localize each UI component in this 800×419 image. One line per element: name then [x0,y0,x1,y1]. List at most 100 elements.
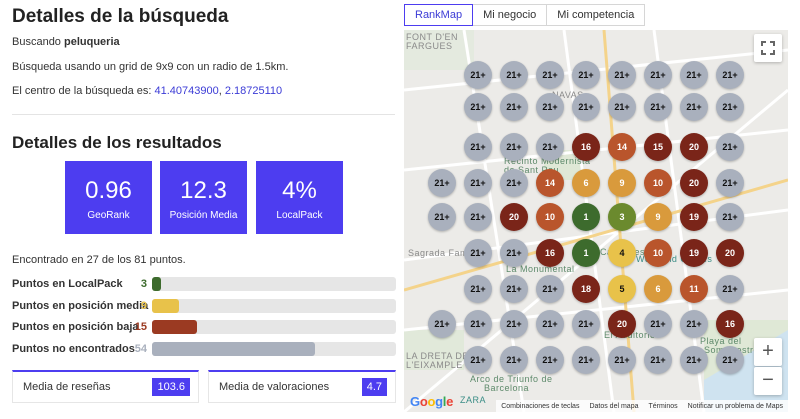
rank-pin[interactable]: 20 [680,169,708,197]
rank-pin[interactable]: 21+ [608,93,636,121]
fullscreen-button[interactable] [754,34,782,62]
rank-pin[interactable]: 21+ [500,133,528,161]
rank-pin[interactable]: 21+ [608,61,636,89]
rank-pin[interactable]: 21+ [536,310,564,338]
rank-pin[interactable]: 21+ [716,275,744,303]
rank-pin[interactable]: 21+ [644,93,672,121]
map-label-playa: Playa del [700,336,742,346]
tab-mi-negocio[interactable]: Mi negocio [472,4,548,26]
rank-pin[interactable]: 21+ [716,61,744,89]
zoom-out-button[interactable]: − [754,367,782,395]
rank-pin[interactable]: 10 [644,169,672,197]
rank-pin[interactable]: 10 [644,239,672,267]
rank-pin[interactable]: 21+ [464,239,492,267]
rank-pin[interactable]: 21+ [572,61,600,89]
rank-pin[interactable]: 21+ [608,346,636,374]
rank-pin[interactable]: 21+ [572,346,600,374]
search-keyword: peluqueria [64,36,120,48]
rank-pin[interactable]: 21+ [500,169,528,197]
rank-pin[interactable]: 15 [644,133,672,161]
rank-pin[interactable]: 21+ [572,310,600,338]
zoom-in-button[interactable]: + [754,338,782,366]
rank-pin[interactable]: 19 [680,239,708,267]
rank-pin[interactable]: 21+ [644,346,672,374]
rank-pin[interactable]: 21+ [428,203,456,231]
rank-pin[interactable]: 4 [608,239,636,267]
report-problem-link[interactable]: Notificar un problema de Maps [687,402,783,410]
rank-pin[interactable]: 10 [536,203,564,231]
rank-pin[interactable]: 21+ [644,310,672,338]
map-label-navas: NAVAS [552,90,584,100]
terms-link[interactable]: Términos [648,402,678,410]
rank-pin[interactable]: 21+ [680,346,708,374]
rank-pin[interactable]: 9 [644,203,672,231]
rank-pin[interactable]: 20 [500,203,528,231]
rank-pin[interactable]: 21+ [536,133,564,161]
rank-pin[interactable]: 21+ [464,275,492,303]
rank-pin[interactable]: 6 [572,169,600,197]
georank-label: GeoRank [87,210,130,221]
rank-pin[interactable]: 21+ [716,133,744,161]
rank-pin[interactable]: 5 [608,275,636,303]
rank-pin[interactable]: 21+ [680,310,708,338]
map-label-arco: Arco de Triunfo de [470,374,553,384]
rank-pin[interactable]: 21+ [464,203,492,231]
rank-pin[interactable]: 16 [536,239,564,267]
rank-pin[interactable]: 21+ [644,61,672,89]
rank-pin[interactable]: 20 [716,239,744,267]
rank-pin[interactable]: 9 [608,169,636,197]
rank-pin[interactable]: 21+ [428,169,456,197]
rank-pin[interactable]: 1 [572,239,600,267]
rank-map[interactable]: FONT D'EN FARGUES NAVAS Recinto Modernis… [404,30,788,412]
rank-pin[interactable]: 21+ [500,346,528,374]
rank-pin[interactable]: 21+ [464,346,492,374]
rank-pin[interactable]: 18 [572,275,600,303]
rank-pin[interactable]: 21+ [428,310,456,338]
rank-pin[interactable]: 21+ [464,169,492,197]
rank-pin[interactable]: 21+ [680,61,708,89]
reviews-value: 103.6 [152,378,190,396]
rank-pin[interactable]: 21+ [500,310,528,338]
map-label-sant-pau: de Sant Pau [504,165,560,175]
center-lng-link[interactable]: 2.18725110 [224,85,283,97]
rank-pin[interactable]: 21+ [716,93,744,121]
bar-fill [152,320,197,334]
keyboard-shortcuts-link[interactable]: Combinaciones de teclas [501,402,580,410]
rank-pin[interactable]: 21+ [536,346,564,374]
rank-pin[interactable]: 14 [536,169,564,197]
rank-pin[interactable]: 11 [680,275,708,303]
center-lat-link[interactable]: 41.40743900 [154,85,219,97]
rank-pin[interactable]: 16 [716,310,744,338]
rank-pin[interactable]: 21+ [464,310,492,338]
rank-pin[interactable]: 21+ [464,133,492,161]
rank-pin[interactable]: 21+ [716,169,744,197]
rank-pin[interactable]: 21+ [500,61,528,89]
rank-pin[interactable]: 21+ [500,93,528,121]
rank-pin[interactable]: 21+ [716,203,744,231]
found-summary: Encontrado en 27 de los 81 puntos. [12,254,186,266]
rank-pin[interactable]: 6 [644,275,672,303]
bar-row-1: Puntos en posición media 9 [12,299,396,313]
rank-pin[interactable]: 21+ [680,93,708,121]
rank-pin[interactable]: 19 [680,203,708,231]
rank-pin[interactable]: 21+ [572,93,600,121]
rank-pin[interactable]: 16 [572,133,600,161]
rank-pin[interactable]: 1 [572,203,600,231]
rank-pin[interactable]: 21+ [536,275,564,303]
tab-mi-competencia[interactable]: Mi competencia [546,4,646,26]
rank-pin[interactable]: 20 [680,133,708,161]
tab-rankmap[interactable]: RankMap [404,4,474,26]
rank-pin[interactable]: 21+ [536,93,564,121]
section-divider [12,114,395,115]
rank-pin[interactable]: 21+ [464,93,492,121]
rank-pin[interactable]: 21+ [500,275,528,303]
rank-pin[interactable]: 20 [608,310,636,338]
rank-pin[interactable]: 21+ [716,346,744,374]
rank-pin[interactable]: 21+ [536,61,564,89]
rank-pin[interactable]: 21+ [464,61,492,89]
map-footer: Google Combinaciones de teclas Datos del… [404,394,788,412]
rank-pin[interactable]: 21+ [500,239,528,267]
rank-pin[interactable]: 14 [608,133,636,161]
rank-pin[interactable]: 3 [608,203,636,231]
map-data-link[interactable]: Datos del mapa [589,402,639,410]
